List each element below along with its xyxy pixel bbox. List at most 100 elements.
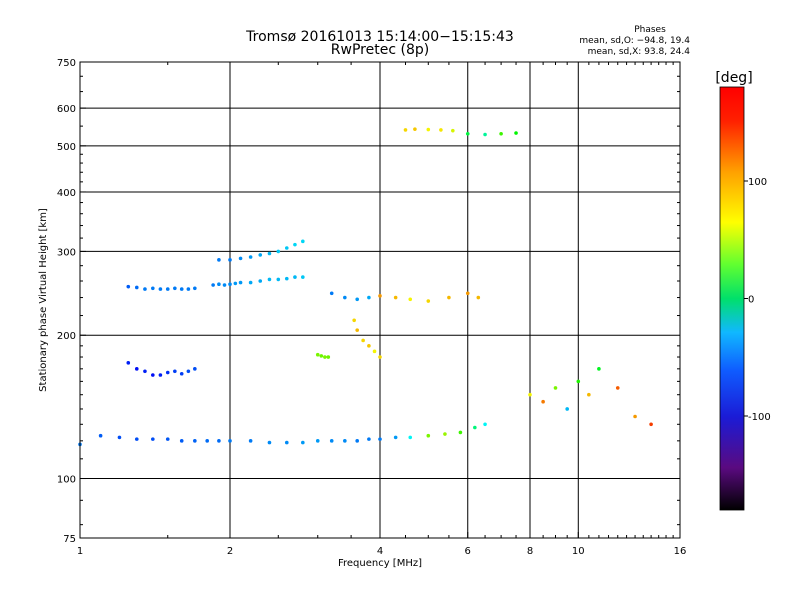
data-point: [514, 131, 518, 135]
data-point: [134, 437, 139, 441]
data-point: [284, 246, 289, 250]
data-point: [126, 284, 131, 289]
data-point: [217, 439, 221, 443]
data-point: [443, 432, 447, 436]
data-point: [126, 361, 131, 365]
y-tick-label: 400: [57, 188, 76, 199]
data-point: [179, 371, 184, 376]
data-point: [343, 439, 347, 443]
data-point: [367, 295, 371, 300]
data-point: [151, 437, 155, 441]
data-point: [597, 367, 601, 371]
data-point: [352, 318, 356, 323]
colorbar-tick-label: 100: [748, 177, 767, 188]
data-point: [465, 291, 470, 296]
data-point: [576, 379, 581, 384]
data-point: [193, 439, 197, 443]
data-point: [587, 392, 591, 397]
data-point: [378, 355, 382, 359]
data-point: [499, 131, 503, 136]
data-point: [372, 349, 377, 354]
data-point: [134, 367, 139, 371]
data-point: [426, 299, 431, 303]
data-point: [248, 439, 253, 443]
data-point: [193, 367, 197, 371]
data-point: [565, 407, 569, 411]
data-point: [649, 422, 653, 427]
data-point: [143, 287, 147, 291]
scatter-points: [78, 127, 653, 447]
data-point: [293, 242, 297, 247]
data-point: [217, 282, 221, 287]
stats-heading: Phases: [634, 25, 666, 35]
stats-line-x: mean, sd,X: 93.8, 24.4: [588, 47, 691, 57]
y-axis-label: Stationary phase Virtual Height [km]: [38, 208, 49, 392]
data-point: [233, 281, 238, 286]
data-point: [193, 286, 197, 291]
x-tick-label: 1: [77, 546, 83, 557]
data-point: [238, 256, 243, 261]
data-point: [173, 286, 177, 291]
data-point: [228, 439, 232, 443]
data-point: [267, 277, 272, 282]
data-point: [367, 437, 371, 441]
data-point: [393, 435, 398, 440]
data-point: [483, 132, 487, 137]
data-point: [151, 373, 155, 377]
data-point: [403, 128, 408, 132]
data-point: [228, 258, 232, 262]
data-point: [205, 439, 209, 443]
x-tick-label: 16: [674, 546, 687, 557]
data-point: [238, 280, 243, 285]
data-point: [98, 433, 103, 438]
x-axis-label: Frequency [MHz]: [338, 558, 422, 569]
data-point: [186, 287, 191, 291]
data-point: [143, 369, 147, 374]
x-tick-label: 8: [527, 546, 533, 557]
y-tick-label: 75: [63, 534, 76, 545]
data-point: [355, 297, 359, 302]
data-point: [186, 369, 191, 374]
y-tick-label: 100: [57, 475, 76, 486]
data-point: [378, 294, 382, 298]
data-point: [408, 297, 413, 302]
data-point: [248, 255, 253, 259]
data-point: [158, 373, 163, 377]
data-point: [378, 437, 382, 441]
data-point: [413, 127, 417, 131]
data-point: [158, 287, 163, 291]
data-point: [267, 251, 272, 256]
grid-lines: [80, 62, 680, 538]
data-point: [267, 440, 272, 445]
data-point: [393, 295, 398, 300]
data-point: [528, 392, 532, 397]
data-point: [165, 437, 170, 441]
data-point: [173, 369, 177, 374]
data-point: [426, 433, 431, 438]
data-point: [465, 131, 470, 136]
data-point: [179, 439, 184, 443]
data-point: [483, 422, 487, 427]
x-tick-label: 2: [227, 546, 233, 557]
data-point: [284, 276, 289, 281]
data-point: [473, 425, 477, 430]
data-point: [258, 279, 263, 283]
data-point: [315, 352, 320, 357]
data-point: [615, 386, 620, 390]
data-point: [165, 370, 170, 375]
y-tick-label: 750: [57, 58, 76, 69]
data-point: [276, 277, 281, 282]
data-point: [117, 435, 122, 440]
data-point: [553, 386, 558, 390]
colorbar-tick-label: -100: [748, 412, 771, 423]
data-point: [217, 258, 221, 262]
data-point: [248, 280, 253, 285]
data-point: [319, 354, 324, 358]
data-point: [451, 128, 455, 133]
y-tick-label: 600: [57, 104, 76, 115]
data-point: [367, 344, 371, 348]
data-point: [301, 440, 305, 445]
colorbar: [719, 86, 745, 511]
data-point: [329, 291, 334, 296]
chart-subtitle: RwPretec (8p): [331, 42, 429, 58]
